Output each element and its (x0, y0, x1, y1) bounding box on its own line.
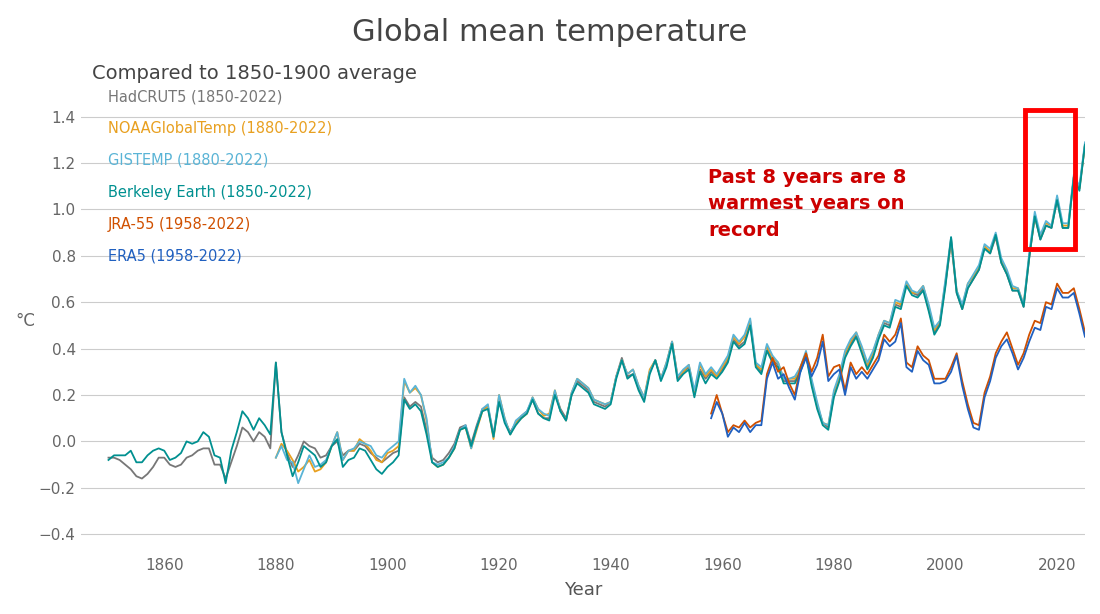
Text: Berkeley Earth (1850-2022): Berkeley Earth (1850-2022) (108, 185, 312, 200)
Text: Compared to 1850-1900 average: Compared to 1850-1900 average (91, 64, 417, 84)
Text: Past 8 years are 8
warmest years on
record: Past 8 years are 8 warmest years on reco… (708, 168, 906, 239)
Text: JRA-55 (1958-2022): JRA-55 (1958-2022) (108, 217, 251, 231)
Text: HadCRUT5 (1850-2022): HadCRUT5 (1850-2022) (108, 89, 283, 104)
Text: NOAAGlobalTemp (1880-2022): NOAAGlobalTemp (1880-2022) (108, 121, 332, 136)
X-axis label: Year: Year (563, 581, 602, 599)
Bar (1025, 109, 1075, 249)
Text: ERA5 (1958-2022): ERA5 (1958-2022) (108, 249, 242, 263)
Text: Global mean temperature: Global mean temperature (352, 18, 748, 47)
Text: GISTEMP (1880-2022): GISTEMP (1880-2022) (108, 153, 268, 168)
Y-axis label: °C: °C (15, 312, 35, 330)
